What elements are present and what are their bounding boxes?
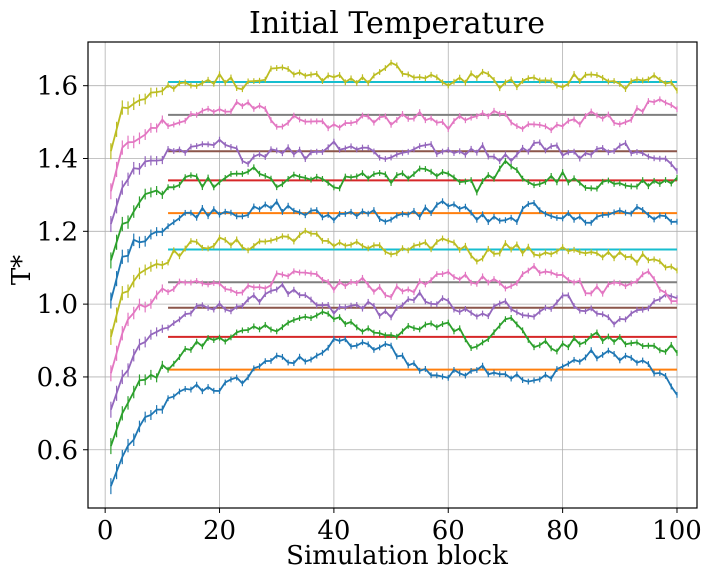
y-tick-label: 0.6 — [37, 436, 78, 466]
x-tick-label: 20 — [203, 516, 236, 546]
y-axis-label: T* — [7, 255, 37, 285]
y-tick-label: 0.8 — [37, 363, 78, 393]
x-tick-label: 80 — [546, 516, 579, 546]
y-tick-label: 1.6 — [37, 72, 78, 102]
x-tick-label: 0 — [97, 516, 114, 546]
x-tick-label: 100 — [652, 516, 702, 546]
y-tick-label: 1.0 — [37, 290, 78, 320]
x-axis-label: Simulation block — [286, 541, 508, 571]
chart-title: Initial Temperature — [249, 6, 545, 41]
y-tick-label: 1.4 — [37, 145, 78, 175]
y-tick-label: 1.2 — [37, 217, 78, 247]
